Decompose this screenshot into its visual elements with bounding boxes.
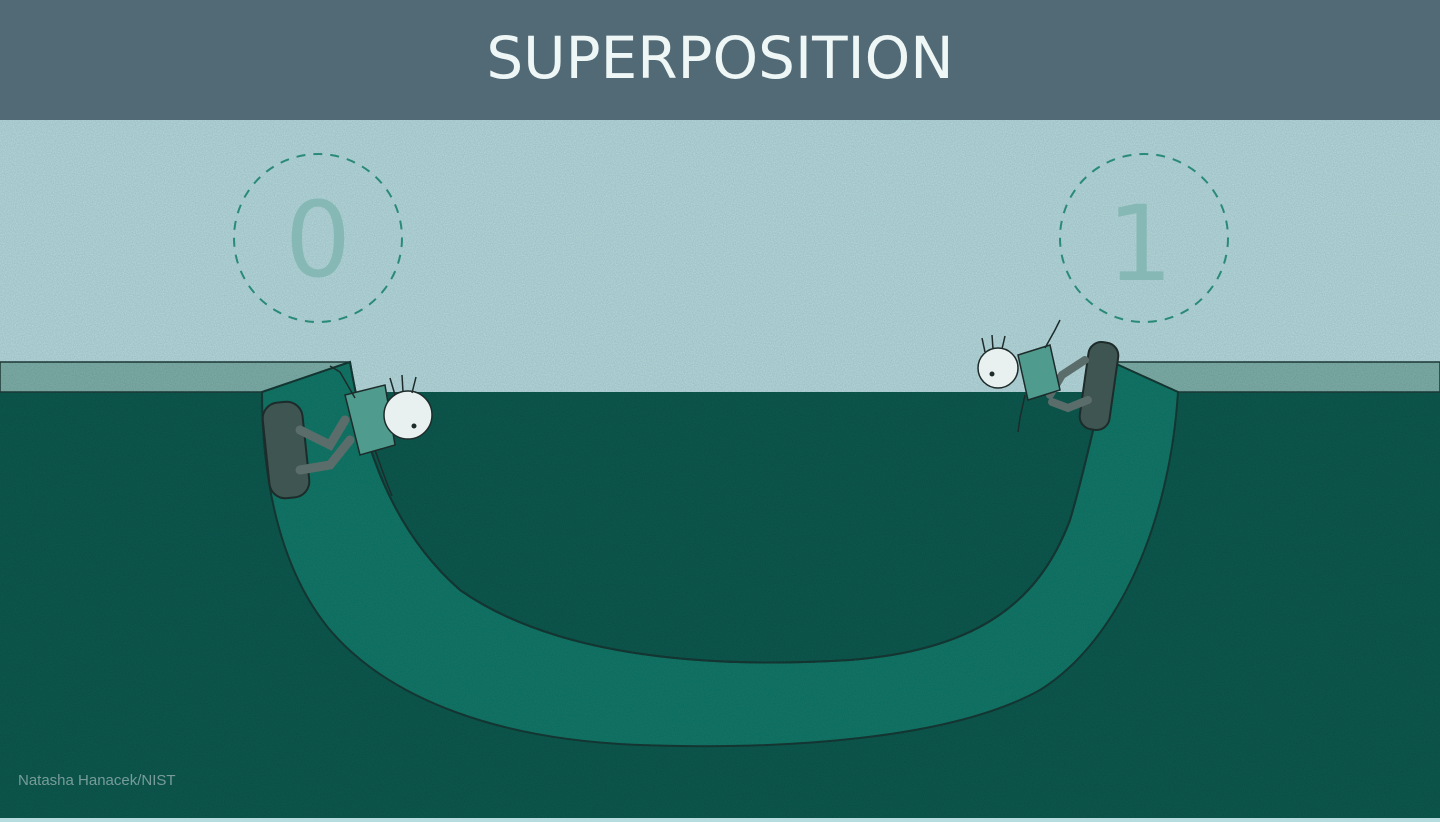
left-skater-head-icon	[383, 390, 433, 440]
state-0-label: 0	[285, 179, 351, 301]
right-skater-shirt-icon	[1017, 344, 1061, 401]
image-credit: Natasha Hanacek/NIST	[18, 772, 176, 789]
right-skater-arm-icon	[1044, 319, 1061, 349]
left-skater-eye-icon	[411, 423, 417, 429]
right-skater-arm-icon	[1017, 394, 1026, 433]
left-skater-leg-icon	[295, 435, 355, 475]
left-skater-arm-icon	[329, 365, 356, 399]
left-skater-hair-icon	[389, 374, 417, 396]
right-skater-hair-icon	[981, 334, 1006, 353]
left-skater-icon	[261, 365, 433, 500]
right-skater-leg-icon	[1048, 396, 1092, 413]
state-1-label: 1	[1107, 183, 1173, 305]
right-skater-head-icon	[977, 347, 1019, 389]
right-skater-eye-icon	[989, 371, 995, 377]
title-banner: SUPERPOSITION	[0, 0, 1440, 120]
state-1-dashed-circle	[1059, 153, 1229, 323]
left-skater-shirt-icon	[344, 384, 396, 456]
left-skater-leg-icon	[295, 415, 350, 451]
state-0-dashed-circle	[233, 153, 403, 323]
right-skateboard-icon	[1078, 341, 1120, 431]
left-skater-arm-icon	[374, 449, 393, 497]
left-skateboard-icon	[261, 400, 311, 500]
page-title: SUPERPOSITION	[486, 24, 954, 92]
right-skater-icon	[977, 319, 1120, 433]
